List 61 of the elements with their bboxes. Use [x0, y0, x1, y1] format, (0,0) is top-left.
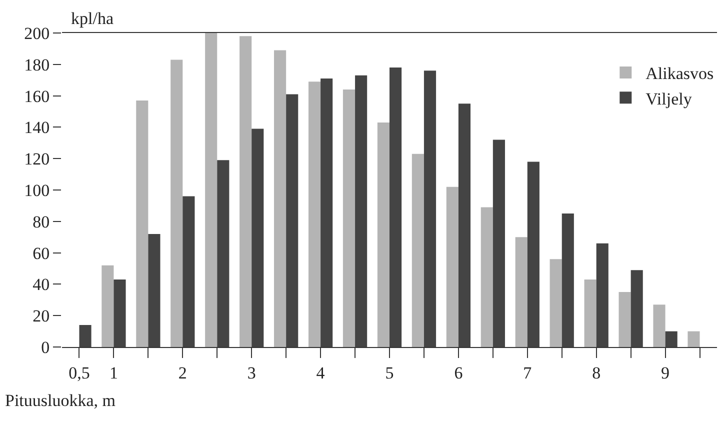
bar [515, 237, 528, 347]
bar [412, 154, 424, 347]
y-tick-label: 120 [24, 150, 50, 169]
bar [446, 186, 458, 347]
bar [458, 104, 471, 347]
bar [136, 100, 148, 347]
y-tick-label: 200 [24, 24, 50, 43]
y-tick-label: 160 [24, 86, 50, 106]
x-tick-label: 2 [178, 364, 187, 382]
bar [596, 243, 608, 347]
bar [342, 90, 356, 347]
y-tick-label: 40 [32, 275, 50, 294]
legend-label: Alikasvos [646, 64, 714, 84]
y-tick-label: 100 [24, 180, 50, 200]
bar [562, 214, 574, 347]
bar [653, 304, 666, 347]
bar [618, 292, 631, 347]
bar [148, 234, 160, 347]
bar [688, 331, 700, 347]
bar [205, 33, 218, 347]
x-axis-title: Pituusluokka, m [5, 391, 116, 410]
bar [584, 279, 596, 347]
x-tick-label: 6 [454, 364, 463, 382]
bar [377, 122, 390, 347]
x-tick-label: 0,5 [68, 364, 90, 382]
legend-label: Viljely [646, 89, 692, 108]
bar [480, 207, 493, 347]
y-tick-label: 0 [41, 338, 50, 357]
bar [286, 94, 298, 347]
bar [550, 259, 562, 347]
bar [217, 160, 230, 347]
bar [182, 196, 195, 347]
x-tick-label: 4 [316, 364, 326, 382]
bar [424, 70, 436, 347]
bar [527, 162, 540, 347]
bar [252, 128, 264, 347]
bar [492, 140, 505, 347]
x-tick-label: 5 [385, 364, 394, 382]
bar [274, 50, 286, 347]
y-tick-label: 140 [24, 118, 50, 138]
bar [390, 68, 402, 347]
bar [240, 36, 252, 347]
y-tick-label: 60 [32, 244, 50, 263]
bar [170, 60, 183, 347]
y-tick-label: 20 [32, 306, 50, 326]
bar [308, 82, 321, 347]
y-tick-label: 180 [24, 55, 50, 74]
bar [79, 325, 92, 347]
bar [114, 279, 126, 347]
bar [355, 75, 368, 347]
x-tick-label: 7 [523, 364, 532, 382]
x-tick-label: 9 [661, 364, 670, 382]
x-tick-label: 8 [592, 364, 601, 382]
x-tick-label: 3 [247, 364, 256, 382]
x-tick-label: 1 [109, 364, 118, 382]
bar [320, 78, 333, 347]
bar [630, 270, 643, 347]
y-axis-title: kpl/ha [71, 9, 114, 28]
y-tick-label: 80 [32, 212, 50, 232]
bar [102, 265, 114, 347]
bar [665, 331, 678, 347]
